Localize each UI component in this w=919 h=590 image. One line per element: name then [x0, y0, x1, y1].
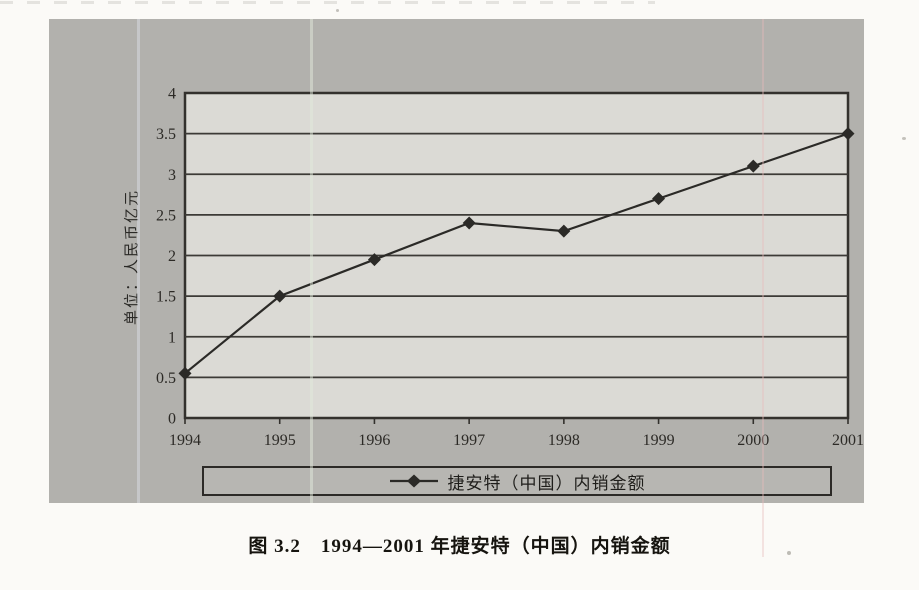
data-point-marker [367, 253, 381, 267]
y-tick-label: 3 [168, 167, 176, 184]
data-point-marker [841, 127, 855, 141]
y-tick-label: 2 [168, 248, 176, 265]
x-tick-label: 1998 [548, 432, 580, 449]
x-tick-label: 1997 [453, 432, 485, 449]
series-line [184, 132, 849, 375]
legend-line-diamond-marker-icon [389, 474, 438, 488]
data-point-marker [746, 159, 760, 173]
data-point-marker [273, 289, 287, 303]
figure-image-block: 0 0.5 1 1.5 2 2.5 3 3.5 4 1994 1995 1996 1997 1998 199… [49, 19, 864, 503]
y-tick-label: 4 [168, 86, 176, 103]
scan-speck [902, 137, 906, 140]
x-tick-label: 2001 [832, 432, 864, 449]
y-tick-label: 3.5 [156, 126, 176, 143]
x-tick-label: 1995 [264, 432, 296, 449]
data-point-marker [557, 224, 571, 238]
scan-speck [336, 9, 339, 12]
figure-caption: 图 3.2 1994—2001 年捷安特（中国）内销金额 [248, 536, 671, 557]
legend: 捷安特（中国）内销金额 [202, 466, 832, 496]
scan-speck [787, 551, 791, 555]
y-tick-label: 1 [168, 329, 176, 346]
x-tick-label: 1996 [358, 432, 390, 449]
y-tick-label: 0 [168, 411, 176, 428]
x-tick-label: 1994 [169, 432, 201, 449]
plot-area-svg: 0 0.5 1 1.5 2 2.5 3 3.5 4 1994 1995 1996 1997 1998 199… [156, 86, 864, 450]
x-tick-label: 2000 [737, 432, 769, 449]
data-point-marker [178, 366, 192, 380]
y-tick-label: 1.5 [156, 289, 176, 306]
x-tick-label: 1999 [643, 432, 675, 449]
y-axis-title: 单位：人民币亿元 [124, 188, 141, 326]
y-tick-label: 0.5 [156, 370, 176, 387]
scan-noise-top-edge [0, 1, 655, 4]
legend-series-label: 捷安特（中国）内销金额 [447, 473, 646, 493]
data-point-marker [462, 216, 476, 230]
y-tick-label: 2.5 [156, 207, 176, 224]
data-point-marker [652, 192, 666, 206]
